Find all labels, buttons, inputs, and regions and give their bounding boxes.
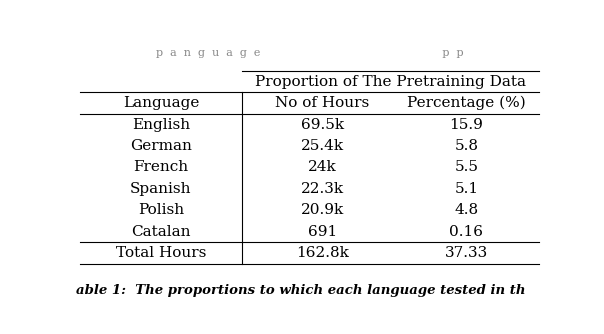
Text: Catalan: Catalan — [131, 225, 191, 239]
Text: Total Hours: Total Hours — [116, 246, 206, 260]
Text: English: English — [132, 118, 190, 132]
Text: 0.16: 0.16 — [449, 225, 483, 239]
Text: 20.9k: 20.9k — [301, 203, 344, 217]
Text: Proportion of The Pretraining Data: Proportion of The Pretraining Data — [255, 75, 526, 89]
Text: German: German — [130, 139, 192, 153]
Text: 22.3k: 22.3k — [301, 182, 344, 196]
Text: 162.8k: 162.8k — [296, 246, 349, 260]
Text: 37.33: 37.33 — [445, 246, 488, 260]
Text: 69.5k: 69.5k — [301, 118, 344, 132]
Text: 25.4k: 25.4k — [301, 139, 344, 153]
Text: p  a  n  g  u  a  g  e                                                    p  p: p a n g u a g e p p — [156, 48, 463, 58]
Text: 15.9: 15.9 — [449, 118, 483, 132]
Text: No of Hours: No of Hours — [275, 96, 370, 110]
Text: 24k: 24k — [308, 160, 337, 174]
Text: Percentage (%): Percentage (%) — [407, 96, 525, 110]
Text: Spanish: Spanish — [130, 182, 191, 196]
Text: able 1:  The proportions to which each language tested in th: able 1: The proportions to which each la… — [76, 284, 525, 297]
Text: 691: 691 — [308, 225, 337, 239]
Text: 5.8: 5.8 — [454, 139, 478, 153]
Text: Language: Language — [123, 96, 199, 110]
Text: 5.5: 5.5 — [454, 160, 478, 174]
Text: Polish: Polish — [138, 203, 184, 217]
Text: French: French — [133, 160, 188, 174]
Text: 4.8: 4.8 — [454, 203, 478, 217]
Text: 5.1: 5.1 — [454, 182, 478, 196]
